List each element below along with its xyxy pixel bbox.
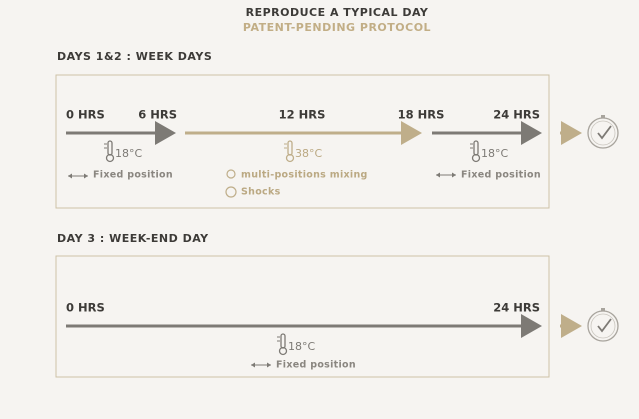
section-heading: DAYS 1&2 : WEEK DAYS: [57, 50, 212, 63]
temperature: 38°C: [295, 147, 322, 160]
thermometer-icon: [276, 333, 288, 356]
thermometer-icon: [103, 140, 115, 163]
section-box: [55, 255, 550, 378]
watch-icon: [587, 114, 619, 149]
temperature: 18°C: [288, 340, 315, 353]
hour-label: 12 HRS: [279, 108, 326, 122]
note: Fixed position: [276, 360, 356, 371]
note: Shocks: [241, 187, 281, 198]
note: Fixed position: [461, 170, 541, 181]
thermometer-icon: [469, 140, 481, 163]
hour-label: 24 HRS: [493, 108, 540, 122]
watch-icon: [587, 307, 619, 342]
title: REPRODUCE A TYPICAL DAY: [246, 6, 429, 19]
hour-label: 18 HRS: [398, 108, 445, 122]
double-arrow-icon: [435, 172, 457, 178]
shocks-icon: [225, 186, 237, 198]
double-arrow-icon: [67, 173, 89, 179]
subtitle: PATENT-PENDING PROTOCOL: [243, 21, 431, 34]
note: Fixed position: [93, 170, 173, 181]
hour-label: 0 HRS: [66, 108, 105, 122]
note: multi-positions mixing: [241, 170, 368, 181]
mixing-icon: [226, 169, 236, 179]
thermometer-icon: [283, 140, 295, 163]
section-box: [55, 74, 550, 209]
hour-label: 0 HRS: [66, 301, 105, 315]
temperature: 18°C: [481, 147, 508, 160]
temperature: 18°C: [115, 147, 142, 160]
hour-label: 24 HRS: [493, 301, 540, 315]
section-heading: DAY 3 : WEEK-END DAY: [57, 232, 209, 245]
double-arrow-icon: [250, 362, 272, 368]
hour-label: 6 HRS: [138, 108, 177, 122]
